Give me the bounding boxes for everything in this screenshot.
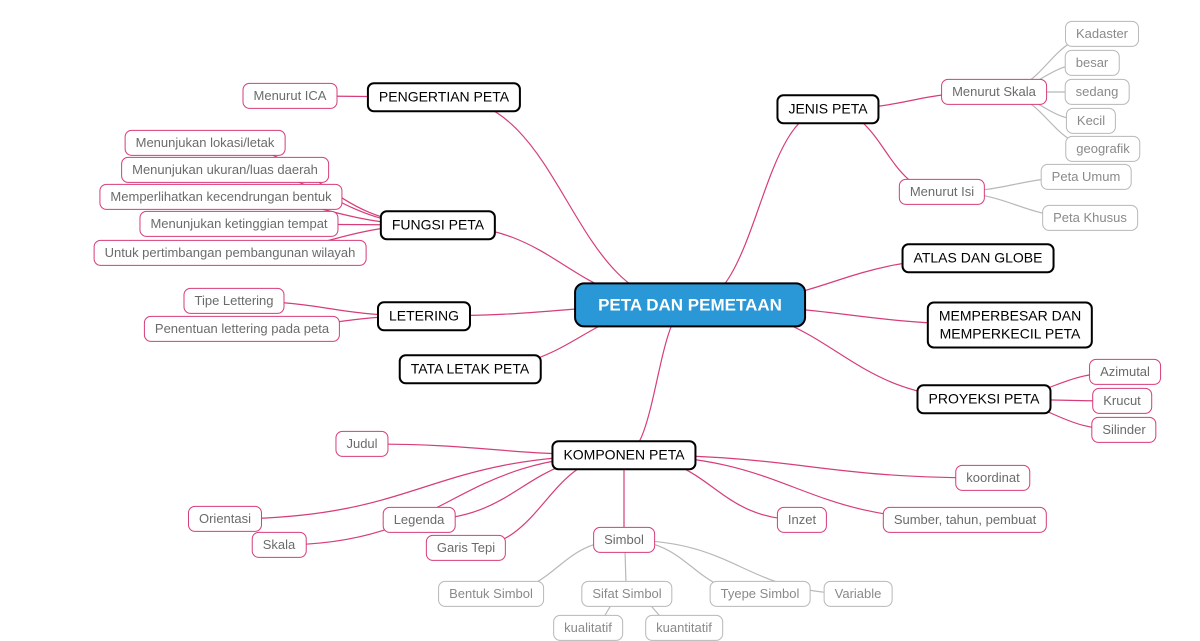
leaf-node-ggeo[interactable]: geografik: [1065, 136, 1140, 162]
center-node[interactable]: PETA DAN PEMETAAN: [574, 282, 806, 327]
sub-node-kinzet[interactable]: Inzet: [777, 507, 827, 533]
sub-node-mskala[interactable]: Menurut Skala: [941, 79, 1047, 105]
sub-node-kskala[interactable]: Skala: [252, 532, 307, 558]
sub-node-klegend[interactable]: Legenda: [383, 507, 456, 533]
sub-node-f5[interactable]: Untuk pertimbangan pembangunan wilayah: [94, 240, 367, 266]
main-node-proyeksi[interactable]: PROYEKSI PETA: [917, 384, 1052, 414]
sub-node-ksumber[interactable]: Sumber, tahun, pembuat: [883, 507, 1047, 533]
leaf-node-gkhusus[interactable]: Peta Khusus: [1042, 205, 1138, 231]
sub-node-misi[interactable]: Menurut Isi: [899, 179, 985, 205]
sub-node-f2[interactable]: Menunjukan ukuran/luas daerah: [121, 157, 329, 183]
sub-node-pkr[interactable]: Krucut: [1092, 388, 1152, 414]
main-node-komponen[interactable]: KOMPONEN PETA: [551, 440, 696, 470]
main-node-jenis[interactable]: JENIS PETA: [776, 94, 879, 124]
sub-node-psi[interactable]: Silinder: [1091, 417, 1156, 443]
sub-node-kjudul[interactable]: Judul: [335, 431, 388, 457]
edge: [444, 97, 690, 305]
sub-node-kkoord[interactable]: koordinat: [955, 465, 1030, 491]
leaf-node-gtyepe[interactable]: Tyepe Simbol: [710, 581, 811, 607]
sub-node-ica[interactable]: Menurut ICA: [243, 83, 338, 109]
main-node-letering[interactable]: LETERING: [377, 301, 471, 331]
leaf-node-gbentuk[interactable]: Bentuk Simbol: [438, 581, 544, 607]
edge: [624, 305, 690, 455]
leaf-node-gkual[interactable]: kualitatif: [553, 615, 623, 641]
leaf-node-gbes[interactable]: besar: [1065, 50, 1120, 76]
sub-node-f1[interactable]: Menunjukan lokasi/letak: [125, 130, 286, 156]
main-node-pengertian[interactable]: PENGERTIAN PETA: [367, 82, 521, 112]
leaf-node-gsed[interactable]: sedang: [1065, 79, 1130, 105]
leaf-node-gsifat[interactable]: Sifat Simbol: [581, 581, 672, 607]
leaf-node-gkec[interactable]: Kecil: [1066, 108, 1116, 134]
main-node-tata[interactable]: TATA LETAK PETA: [399, 354, 542, 384]
sub-node-ksimbol[interactable]: Simbol: [593, 527, 655, 553]
sub-node-l1[interactable]: Tipe Lettering: [183, 288, 284, 314]
leaf-node-gvar[interactable]: Variable: [824, 581, 893, 607]
sub-node-kgaris[interactable]: Garis Tepi: [426, 535, 506, 561]
leaf-node-gumum[interactable]: Peta Umum: [1041, 164, 1132, 190]
leaf-node-gkad[interactable]: Kadaster: [1065, 21, 1139, 47]
main-node-fungsi[interactable]: FUNGSI PETA: [380, 210, 496, 240]
sub-node-paz[interactable]: Azimutal: [1089, 359, 1161, 385]
edge: [690, 109, 828, 305]
main-node-memperbesar[interactable]: MEMPERBESAR DANMEMPERKECIL PETA: [927, 302, 1093, 349]
sub-node-korient[interactable]: Orientasi: [188, 506, 262, 532]
sub-node-l2[interactable]: Penentuan lettering pada peta: [144, 316, 340, 342]
sub-node-f4[interactable]: Menunjukan ketinggian tempat: [139, 211, 338, 237]
main-node-atlas[interactable]: ATLAS DAN GLOBE: [902, 243, 1055, 273]
sub-node-f3[interactable]: Memperlihatkan kecendrungan bentuk: [99, 184, 342, 210]
leaf-node-gkuan[interactable]: kuantitatif: [645, 615, 723, 641]
